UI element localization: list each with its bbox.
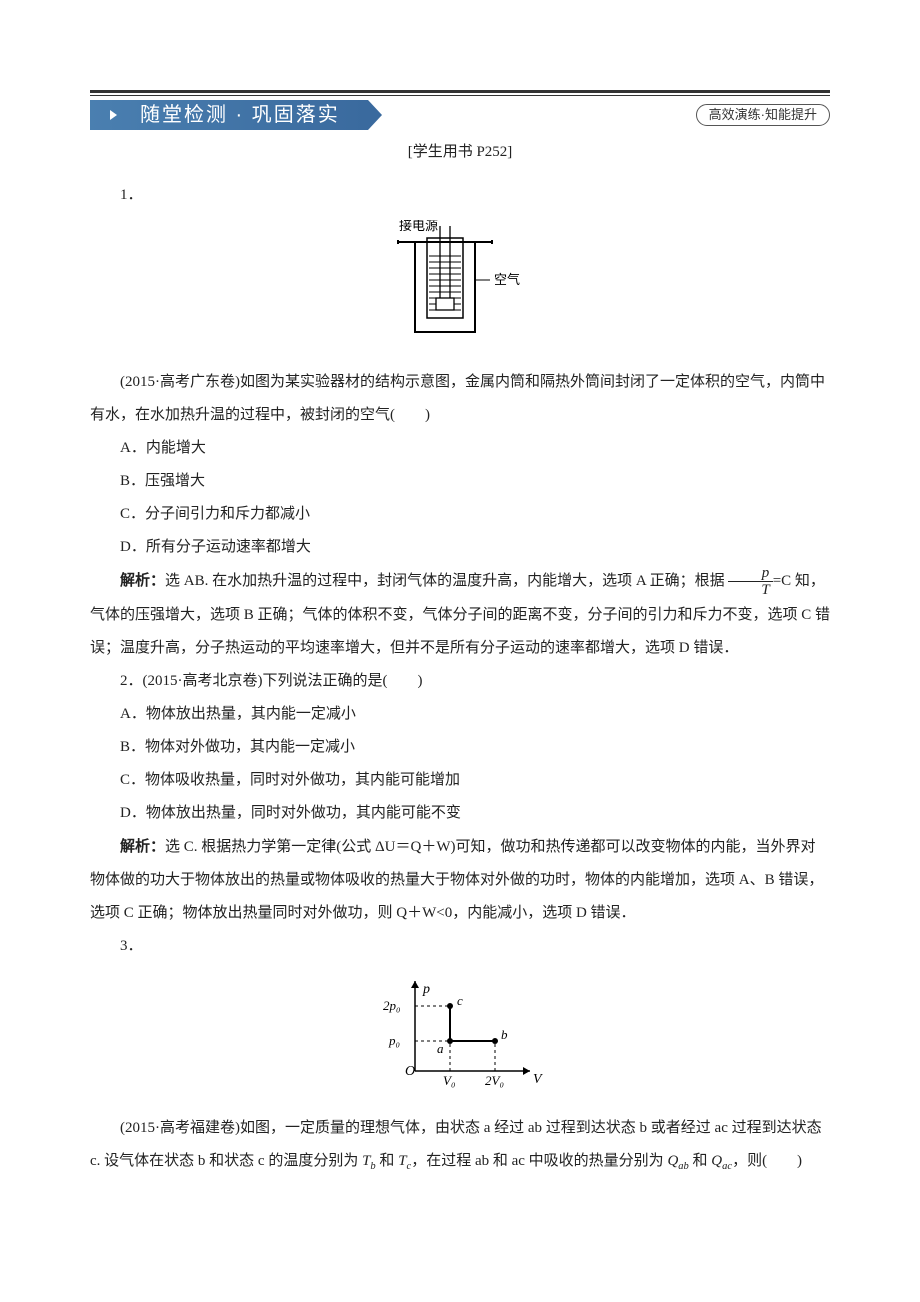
tick-2v0: 2V₀ [485,1073,504,1088]
q3-and1: 和 [376,1153,399,1169]
q1-optD: D．所有分子运动速率都增大 [90,531,830,564]
q2-answer: 解析：选 C. 根据热力学第一定律(公式 ΔU＝Q＋W)可知，做功和热传递都可以… [90,830,830,930]
fig-label-air: 空气 [494,272,520,287]
q1-ans-pre: 选 AB. 在水加热升温的过程中，封闭气体的温度升高，内能增大，选项 A 正确；… [165,573,725,589]
fraction-p-over-T: p T [728,565,772,599]
tick-v0: V₀ [443,1073,455,1088]
pt-a: a [437,1041,444,1056]
header-right-pill: 高效演练·知能提升 [696,104,830,126]
q3-number: 3． [90,930,830,963]
header-row: 随堂检测 · 巩固落实 高效演练·知能提升 [90,100,830,130]
pt-c: c [457,993,463,1008]
frac-num: p [728,565,772,583]
page-reference: [学生用书 P252] [90,136,830,169]
top-rule [90,90,830,96]
axis-origin: O [405,1064,415,1079]
apparatus-icon: 接电源 空气 [380,220,540,345]
pt-b: b [501,1027,508,1042]
frac-den: T [728,582,772,599]
q3-figure: p V O p₀ 2p₀ V₀ 2V₀ a b c [90,971,830,1104]
answer-label: 解析： [120,572,165,589]
q2-optB: B．物体对外做功，其内能一定减小 [90,731,830,764]
q1-optB: B．压强增大 [90,465,830,498]
tick-2p0: 2p₀ [383,998,401,1013]
q3-stem: (2015·高考福建卷)如图，一定质量的理想气体，由状态 a 经过 ab 过程到… [90,1112,830,1178]
q2-optC: C．物体吸收热量，同时对外做功，其内能可能增加 [90,764,830,797]
q1-figure: 接电源 空气 [90,220,830,358]
q1-stem: (2015·高考广东卷)如图为某实验器材的结构示意图，金属内筒和隔热外筒间封闭了… [90,366,830,432]
banner-triangle-icon [110,110,117,120]
pv-diagram-icon: p V O p₀ 2p₀ V₀ 2V₀ a b c [375,971,545,1091]
answer-label-2: 解析： [120,838,165,855]
q3-stem-mid: ，在过程 ab 和 ac 中吸收的热量分别为 [411,1153,667,1169]
q3-stem-post: ，则( ) [732,1153,802,1169]
q1-answer: 解析：选 AB. 在水加热升温的过程中，封闭气体的温度升高，内能增大，选项 A … [90,564,830,665]
q1-optA: A．内能增大 [90,432,830,465]
q2-ans-text: 选 C. 根据热力学第一定律(公式 ΔU＝Q＋W)可知，做功和热传递都可以改变物… [90,839,823,921]
q2-optD: D．物体放出热量，同时对外做功，其内能可能不变 [90,797,830,830]
tick-p0: p₀ [388,1033,400,1048]
q1-number: 1． [90,179,830,212]
q1-optC: C．分子间引力和斥力都减小 [90,498,830,531]
fig-label-power: 接电源 [399,220,438,233]
section-banner: 随堂检测 · 巩固落实 [90,100,368,130]
q2-optA: A．物体放出热量，其内能一定减小 [90,698,830,731]
axis-p: p [422,982,430,997]
header-right-text: 高效演练·知能提升 [709,107,817,122]
axis-v: V [533,1072,543,1087]
q3-and2: 和 [689,1153,712,1169]
q2-stem: 2．(2015·高考北京卷)下列说法正确的是( ) [90,665,830,698]
banner-text: 随堂检测 · 巩固落实 [140,104,340,126]
